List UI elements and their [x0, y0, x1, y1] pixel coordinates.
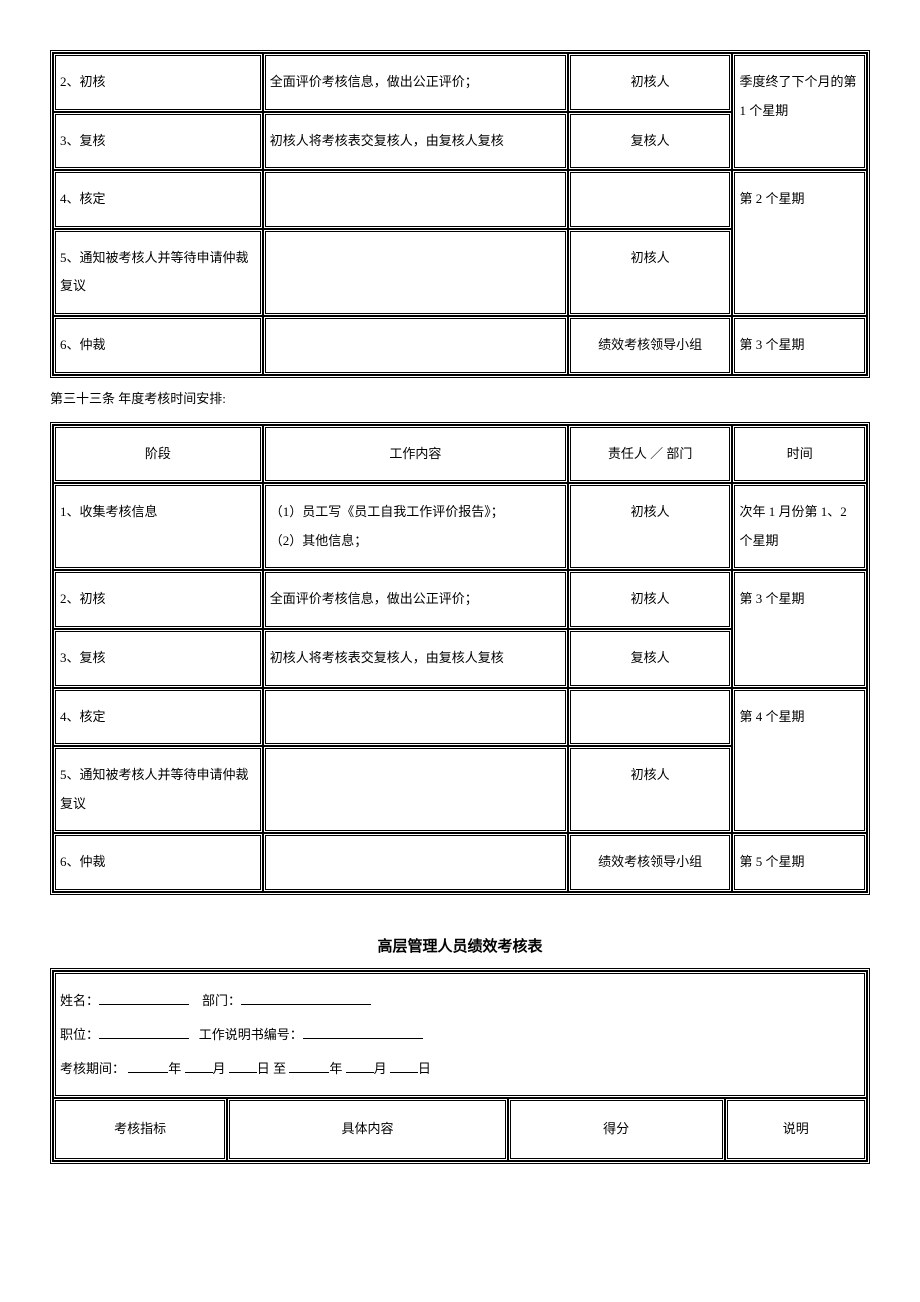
- time-cell: 第 3 个星期: [732, 316, 867, 375]
- section-heading: 第三十三条 年度考核时间安排:: [50, 386, 870, 412]
- header-resp: 责任人 ／ 部门: [568, 425, 733, 484]
- header-time: 时间: [732, 425, 867, 484]
- work-cell: [263, 688, 568, 747]
- form-header-row: 考核指标 具体内容 得分 说明: [53, 1098, 867, 1161]
- time-cell: 第 3 个星期: [732, 570, 867, 687]
- day-blank-1: [229, 1059, 257, 1073]
- work-cell: [263, 229, 568, 316]
- day-label-2: 日: [418, 1061, 431, 1076]
- form-title: 高层管理人员绩效考核表: [50, 935, 870, 956]
- table-row: 2、初核 全面评价考核信息，做出公正评价； 初核人 第 3 个星期: [53, 570, 867, 629]
- day-label-1: 日: [257, 1061, 270, 1076]
- header-content: 具体内容: [227, 1098, 508, 1161]
- work-cell: 初核人将考核表交复核人，由复核人复核: [263, 629, 568, 688]
- year-blank-2: [289, 1059, 329, 1073]
- month-label-1: 月: [213, 1061, 226, 1076]
- work-cell: 全面评价考核信息，做出公正评价；: [263, 570, 568, 629]
- resp-cell: 绩效考核领导小组: [568, 833, 733, 892]
- resp-cell: 初核人: [568, 229, 733, 316]
- time-cell: 第 5 个星期: [732, 833, 867, 892]
- stage-cell: 4、核定: [53, 688, 263, 747]
- stage-cell: 1、收集考核信息: [53, 483, 263, 570]
- header-score: 得分: [508, 1098, 725, 1161]
- time-cell: 第 2 个星期: [732, 170, 867, 316]
- work-cell: 全面评价考核信息，做出公正评价；: [263, 53, 568, 112]
- stage-cell: 4、核定: [53, 170, 263, 229]
- resp-cell: 初核人: [568, 570, 733, 629]
- jobspec-label: 工作说明书编号：: [199, 1027, 303, 1042]
- header-note: 说明: [725, 1098, 867, 1161]
- time-cell: 第 4 个星期: [732, 688, 867, 834]
- resp-cell: 初核人: [568, 483, 733, 570]
- resp-cell: 复核人: [568, 112, 733, 171]
- day-blank-2: [390, 1059, 418, 1073]
- form-info-cell: 姓名： 部门： 职位： 工作说明书编号： 考核期间： 年 月 日 至 年 月 日: [53, 971, 867, 1098]
- position-label: 职位：: [60, 1027, 99, 1042]
- period-label: 考核期间：: [60, 1061, 125, 1076]
- time-cell: 次年 1 月份第 1、2 个星期: [732, 483, 867, 570]
- stage-cell: 5、通知被考核人并等待申请仲裁复议: [53, 746, 263, 833]
- dept-label: 部门：: [202, 993, 241, 1008]
- period-line: 考核期间： 年 月 日 至 年 月 日: [60, 1052, 860, 1086]
- annual-schedule-table: 阶段 工作内容 责任人 ／ 部门 时间 1、收集考核信息 （1）员工写《员工自我…: [50, 422, 870, 895]
- work-cell: （1）员工写《员工自我工作评价报告》； （2）其他信息；: [263, 483, 568, 570]
- stage-cell: 6、仲裁: [53, 833, 263, 892]
- month-blank-1: [185, 1059, 213, 1073]
- quarterly-schedule-table: 2、初核 全面评价考核信息，做出公正评价； 初核人 季度终了下个月的第 1 个星…: [50, 50, 870, 378]
- jobspec-blank: [303, 1025, 423, 1039]
- table-row: 2、初核 全面评价考核信息，做出公正评价； 初核人 季度终了下个月的第 1 个星…: [53, 53, 867, 112]
- work-cell: 初核人将考核表交复核人，由复核人复核: [263, 112, 568, 171]
- stage-cell: 3、复核: [53, 629, 263, 688]
- name-dept-line: 姓名： 部门：: [60, 984, 860, 1018]
- resp-cell: 复核人: [568, 629, 733, 688]
- name-label: 姓名：: [60, 993, 99, 1008]
- month-blank-2: [346, 1059, 374, 1073]
- position-line: 职位： 工作说明书编号：: [60, 1018, 860, 1052]
- to-label: 至: [273, 1061, 289, 1076]
- name-blank: [99, 991, 189, 1005]
- table-header-row: 阶段 工作内容 责任人 ／ 部门 时间: [53, 425, 867, 484]
- resp-cell: [568, 170, 733, 229]
- table-row: 1、收集考核信息 （1）员工写《员工自我工作评价报告》； （2）其他信息； 初核…: [53, 483, 867, 570]
- stage-cell: 5、通知被考核人并等待申请仲裁复议: [53, 229, 263, 316]
- work-cell: [263, 746, 568, 833]
- stage-cell: 2、初核: [53, 53, 263, 112]
- table-row: 4、核定 第 2 个星期: [53, 170, 867, 229]
- form-info-row: 姓名： 部门： 职位： 工作说明书编号： 考核期间： 年 月 日 至 年 月 日: [53, 971, 867, 1098]
- resp-cell: 初核人: [568, 746, 733, 833]
- work-cell: [263, 170, 568, 229]
- resp-cell: 绩效考核领导小组: [568, 316, 733, 375]
- header-stage: 阶段: [53, 425, 263, 484]
- resp-cell: [568, 688, 733, 747]
- dept-blank: [241, 991, 371, 1005]
- performance-form-table: 姓名： 部门： 职位： 工作说明书编号： 考核期间： 年 月 日 至 年 月 日: [50, 968, 870, 1164]
- stage-cell: 6、仲裁: [53, 316, 263, 375]
- year-label-2: 年: [329, 1061, 342, 1076]
- stage-cell: 3、复核: [53, 112, 263, 171]
- header-metric: 考核指标: [53, 1098, 227, 1161]
- work-cell: [263, 833, 568, 892]
- work-cell: [263, 316, 568, 375]
- header-work: 工作内容: [263, 425, 568, 484]
- position-blank: [99, 1025, 189, 1039]
- table-row: 4、核定 第 4 个星期: [53, 688, 867, 747]
- table-row: 6、仲裁 绩效考核领导小组 第 3 个星期: [53, 316, 867, 375]
- resp-cell: 初核人: [568, 53, 733, 112]
- month-label-2: 月: [374, 1061, 387, 1076]
- table-row: 6、仲裁 绩效考核领导小组 第 5 个星期: [53, 833, 867, 892]
- year-blank-1: [128, 1059, 168, 1073]
- time-cell: 季度终了下个月的第 1 个星期: [732, 53, 867, 170]
- year-label-1: 年: [168, 1061, 181, 1076]
- stage-cell: 2、初核: [53, 570, 263, 629]
